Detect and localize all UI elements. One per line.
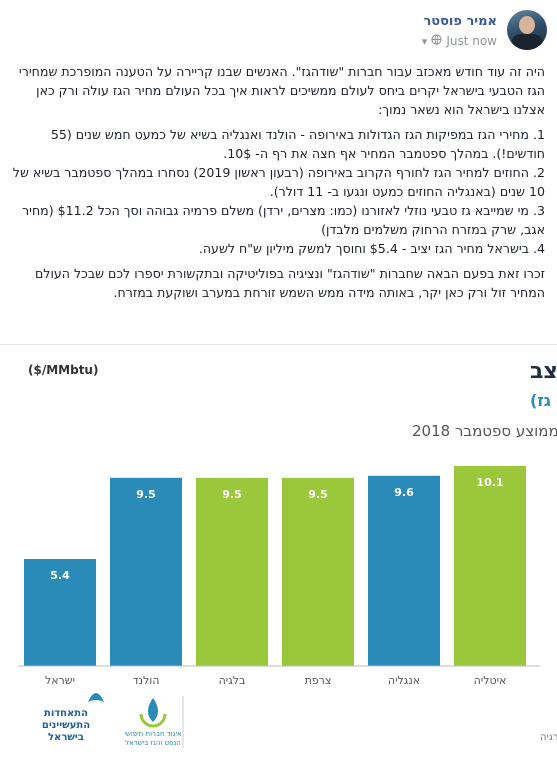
chart-source: מקור: בלומברג; משרד האנרגיה <box>540 732 557 743</box>
list-item: 1. מחירי הגז במפיקות הגז הגדולות באירופה… <box>50 127 545 161</box>
bar-value-label: 5.4 <box>50 569 70 582</box>
globe-icon <box>431 34 442 48</box>
category-label: אנגליה <box>388 674 420 687</box>
manufacturers-association-logo: התאחדות התעשיינים בישראל <box>42 693 104 743</box>
chart-unit: ($/MMbtu) <box>28 363 98 377</box>
bar-3 <box>282 477 354 666</box>
bar-value-label: 9.5 <box>222 488 242 501</box>
svg-text:התעשיינים: התעשיינים <box>42 720 90 731</box>
bar-value-label: 9.6 <box>394 486 414 499</box>
chart-title: מחירי גז טבעי באירופה – תמונת מצב <box>530 359 557 384</box>
bar-value-label: 9.5 <box>136 488 156 501</box>
category-label: הולנד <box>133 674 160 687</box>
list-item: 4. בישראל מחיר הגז יציב - $5.4 וחוסך למש… <box>198 241 545 256</box>
list-item: 2. החוזים למחיר הגז לחורף הקרוב באירופה … <box>12 165 545 199</box>
svg-text:בישראל: בישראל <box>48 732 84 743</box>
svg-text:התאחדות: התאחדות <box>44 708 88 719</box>
category-label: איטליה <box>474 674 507 687</box>
category-label: בלגיה <box>219 674 246 687</box>
post-header: אמיר פוסטר ▾ Just now <box>0 0 557 60</box>
bar-4 <box>368 475 440 666</box>
chart-period: ממוצע ספטמבר 2018 <box>412 422 557 440</box>
post-body: היה זה עוד חודש מאכזב עבור חברות "שודהגז… <box>12 62 545 308</box>
bar-5 <box>454 465 526 666</box>
list-item: 3. מי שמייבא גז טבעי נוזלי לאזורנו (כמו:… <box>22 203 545 237</box>
category-label: צרפת <box>305 674 332 687</box>
chart-subtitle: (בכחול, מדינות בהן הפקה מקומית משמעותית … <box>530 391 557 410</box>
bar-1 <box>110 477 182 666</box>
divider <box>0 344 557 345</box>
timestamp[interactable]: Just now <box>446 34 497 48</box>
chevron-down-icon[interactable]: ▾ <box>421 34 428 48</box>
post-intro: היה זה עוד חודש מאכזב עבור חברות "שודהגז… <box>18 64 545 117</box>
category-label: ישראל <box>45 674 75 687</box>
bar-chart: מחירי גז טבעי באירופה – תמונת מצב ($/MMb… <box>18 359 557 748</box>
bar-value-label: 10.1 <box>476 476 503 489</box>
bar-0 <box>24 559 96 666</box>
svg-text:איגוד חברות חיפושי: איגוד חברות חיפושי <box>124 730 182 738</box>
bar-2 <box>196 477 268 666</box>
oil-gas-forum-logo: איגוד חברות חיפושי הנפט והגז בישראל <box>124 698 182 747</box>
avatar[interactable] <box>507 10 547 50</box>
bar-value-label: 9.5 <box>308 488 328 501</box>
author-name[interactable]: אמיר פוסטר <box>423 14 497 29</box>
chart-image[interactable]: מחירי גז טבעי באירופה – תמונת מצב ($/MMb… <box>0 346 557 762</box>
svg-text:הנפט והגז בישראל: הנפט והגז בישראל <box>125 739 181 747</box>
post-meta: ▾ Just now <box>422 34 497 48</box>
post-outro: זכרו זאת בפעם הבאה שחברות "שודהגז" ונציג… <box>34 266 545 300</box>
